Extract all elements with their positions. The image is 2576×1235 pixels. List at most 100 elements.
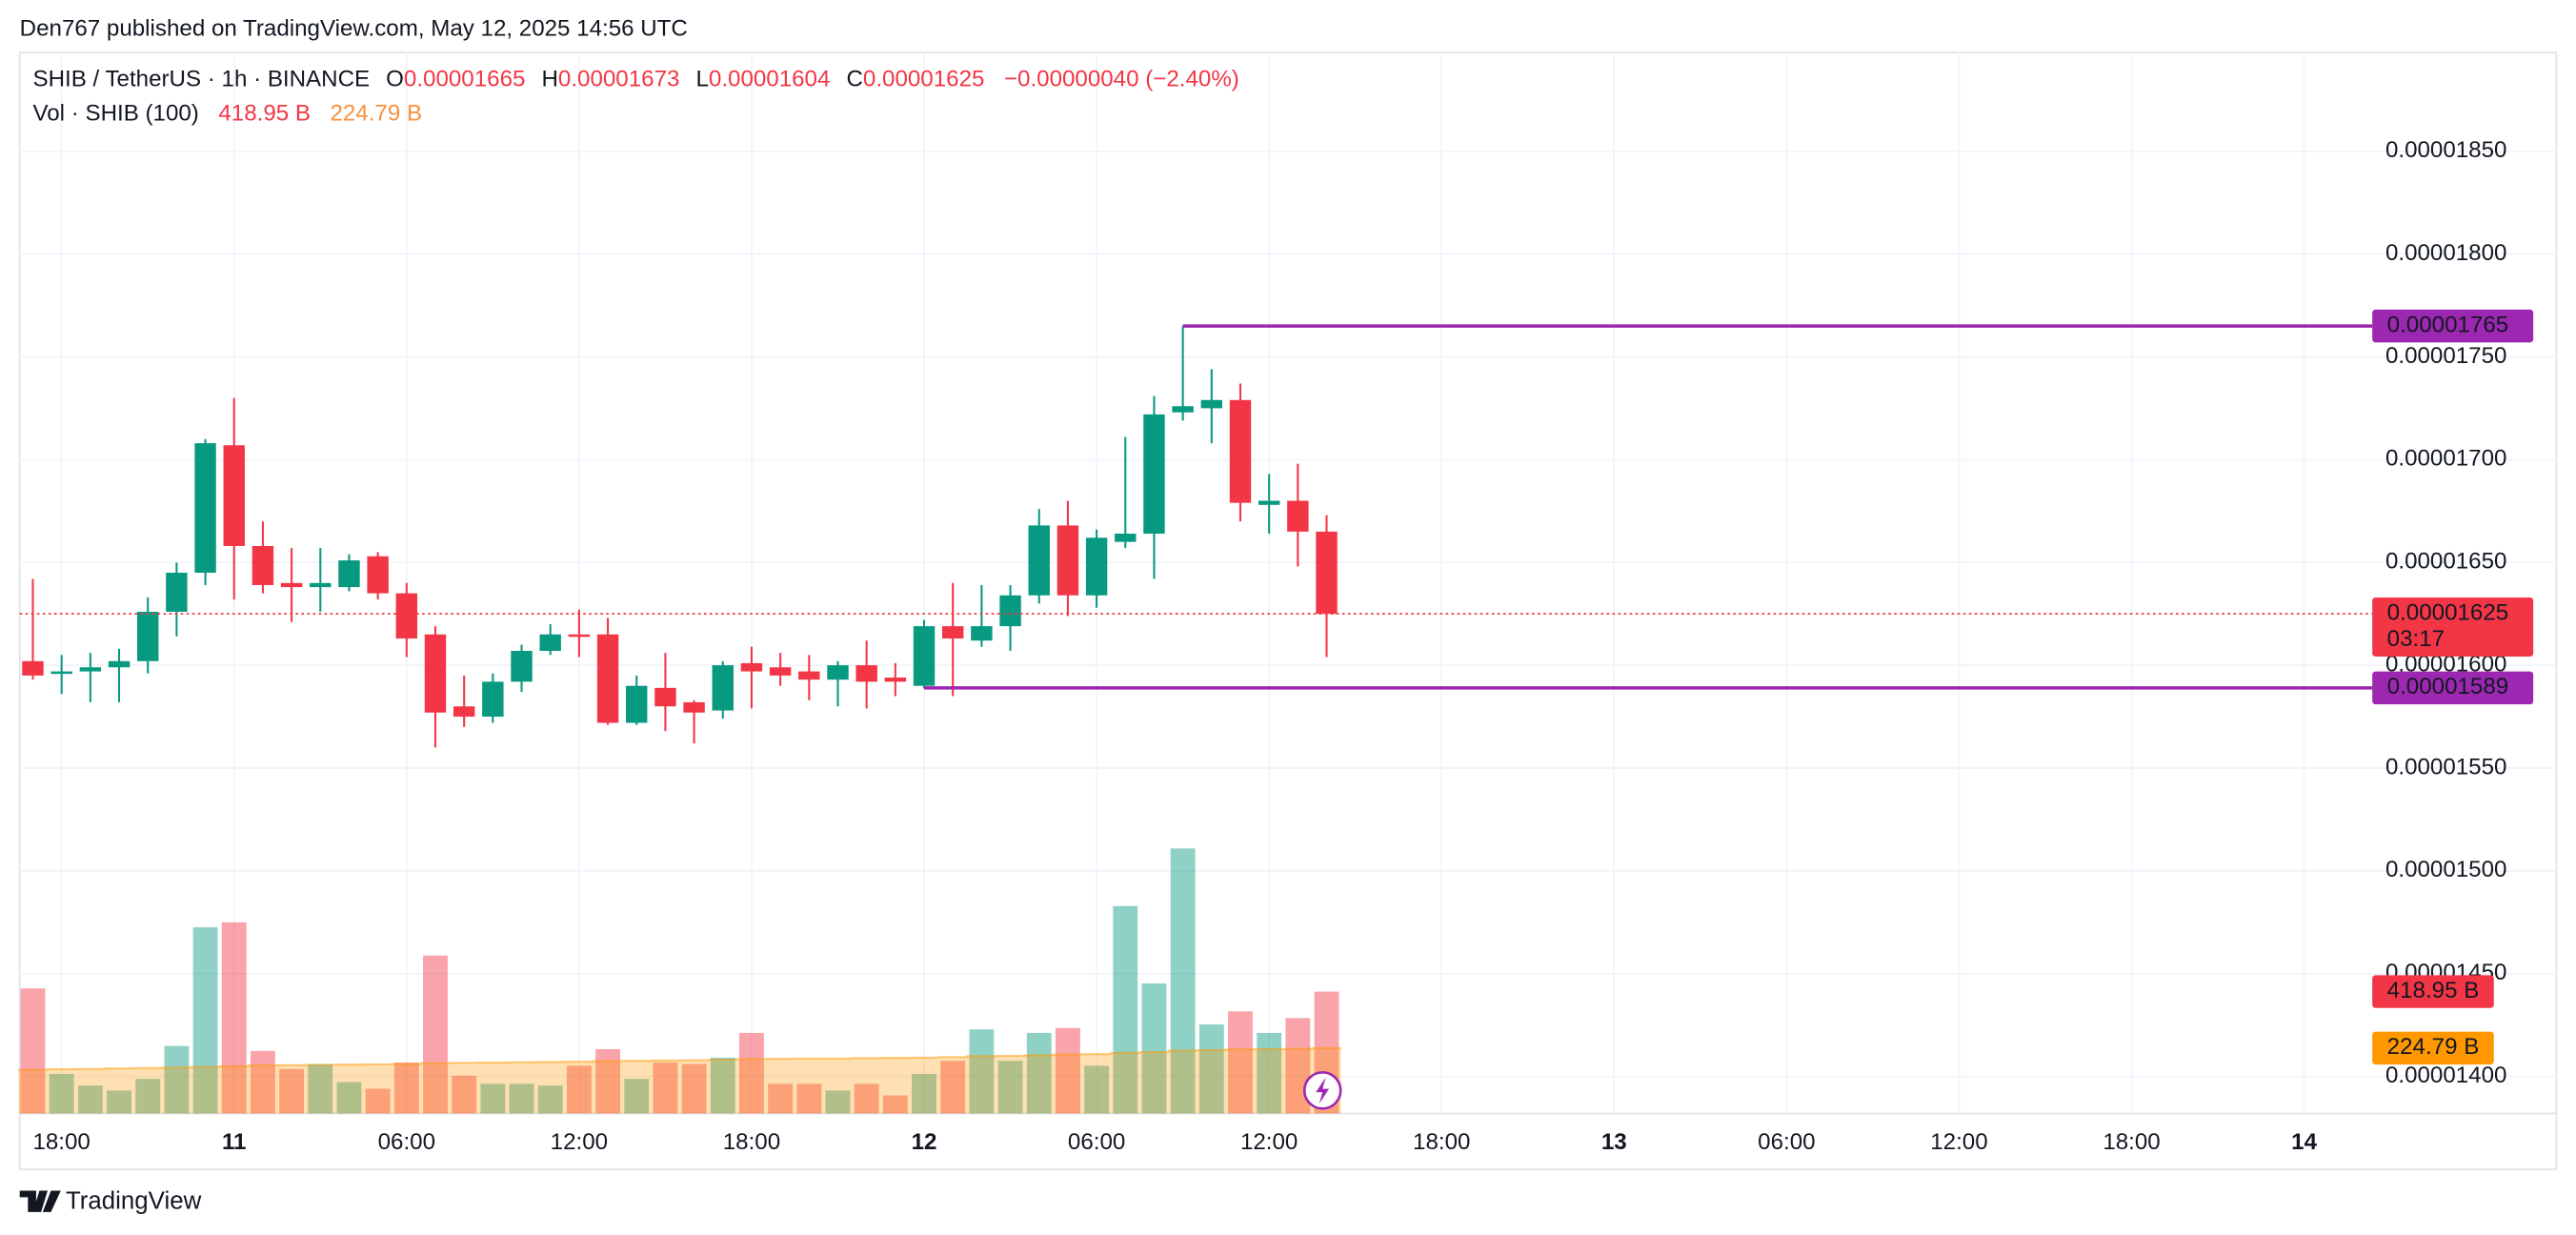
close-label: C (846, 67, 862, 92)
volume-bar (221, 921, 247, 1114)
volume-bar (854, 1083, 879, 1114)
brand-logo (19, 1190, 61, 1212)
candle-body (1172, 406, 1194, 413)
candle-body (999, 595, 1021, 627)
volume-bar (336, 1082, 362, 1114)
candle-body (194, 443, 216, 574)
x-tick-label: 12:00 (1240, 1129, 1298, 1155)
published-note: Den767 published on TradingView.com, May… (20, 15, 688, 41)
volume-bar (20, 988, 46, 1114)
candle-body (79, 667, 102, 672)
volume-bar (423, 955, 448, 1114)
volume-bar (1026, 1032, 1052, 1114)
volume-bar (969, 1029, 995, 1114)
volume-bar (1228, 1011, 1253, 1114)
volume-title: Vol · SHIB (100) (32, 101, 198, 127)
candle-body (1028, 525, 1050, 596)
brand: TradingView (66, 1187, 202, 1214)
volume-bar (1198, 1024, 1224, 1114)
candle-body (827, 665, 849, 680)
candle-body (223, 445, 245, 546)
candle-body (395, 593, 418, 639)
price-layer (19, 324, 2373, 748)
candle-body (424, 634, 447, 713)
y-tick-label: 0.00001750 (2385, 343, 2507, 369)
open-label: O (386, 67, 404, 92)
candle-body (1287, 500, 1309, 532)
volume-bar (710, 1057, 735, 1114)
candle-body (683, 701, 705, 713)
volume-bar (1257, 1032, 1282, 1114)
legend-volume: Vol · SHIB (100) 418.95 B 224.79 B (32, 101, 422, 127)
volume-bar (595, 1048, 620, 1114)
candle-body (539, 634, 561, 652)
candle-body (596, 634, 619, 723)
volume-bar (393, 1063, 419, 1114)
candle-body (280, 582, 303, 588)
volume-bar (997, 1061, 1023, 1114)
x-tick-label: 18:00 (2103, 1129, 2160, 1155)
x-tick-label: 12:00 (1930, 1129, 1987, 1155)
volume-ma-area (18, 1047, 1341, 1114)
x-tick-label: 06:00 (378, 1129, 435, 1155)
volume-bar (1170, 848, 1196, 1114)
candle-body (22, 660, 44, 676)
open-value: 0.00001665 (404, 67, 526, 92)
candle-body (913, 626, 936, 686)
legend-ohlc: SHIB / TetherUS · 1h · BINANCE O0.000016… (32, 67, 1238, 92)
volume-axis-label: 418.95 B (2387, 978, 2480, 1003)
candle-body (252, 545, 274, 585)
candle-body (50, 671, 72, 675)
volume-bar (1055, 1027, 1080, 1114)
candle-body (1057, 525, 1079, 596)
x-tick-label: 12:00 (551, 1129, 608, 1155)
candle-body (108, 660, 131, 668)
x-tick-label: 18:00 (32, 1129, 90, 1155)
line-label: 0.00001589 (2387, 674, 2509, 699)
volume-ma-axis-label: 224.79 B (2387, 1034, 2480, 1060)
candle-body (1258, 500, 1280, 505)
high-label: H (541, 67, 557, 92)
y-tick-label: 0.00001550 (2385, 754, 2507, 779)
candle-body (367, 556, 389, 594)
volume-bar (365, 1088, 391, 1114)
volume-bar (681, 1063, 707, 1114)
volume-layer (18, 848, 1341, 1114)
volume-bar (796, 1083, 822, 1114)
volume-value: 418.95 B (218, 101, 311, 127)
volume-bar (77, 1085, 103, 1114)
line-box (2372, 309, 2534, 343)
candle-body (971, 626, 993, 641)
candle-body (482, 681, 504, 718)
candle-body (1115, 534, 1137, 542)
candle-body (740, 662, 763, 672)
line-box (2372, 671, 2534, 705)
candle-body (1316, 531, 1338, 615)
change: −0.00000040 (−2.40%) (1004, 67, 1239, 92)
volume-bar (566, 1065, 592, 1114)
low-value: 0.00001604 (709, 67, 831, 92)
candle-body (568, 634, 591, 638)
volume-ma-value: 224.79 B (330, 101, 422, 127)
x-tick-label: 11 (222, 1129, 247, 1155)
x-tick-label: 14 (2291, 1129, 2317, 1155)
volume-ma-line (18, 1046, 1341, 1071)
y-tick-label: 0.00001700 (2385, 446, 2507, 472)
volume-bar (308, 1063, 333, 1114)
axes: 0.000014000.000014500.000015000.00001550… (32, 137, 2534, 1155)
candle-body (798, 671, 820, 680)
x-tick-label: 18:00 (723, 1129, 780, 1155)
volume-bar (1141, 983, 1167, 1114)
y-tick-label: 0.00001650 (2385, 549, 2507, 575)
line-label: 0.00001765 (2387, 312, 2509, 337)
candle-body (136, 612, 159, 661)
candle-body (1143, 414, 1165, 535)
volume-bar (912, 1073, 936, 1114)
candle-body (769, 667, 792, 676)
countdown: 03:17 (2387, 626, 2445, 652)
candle-body (884, 678, 907, 682)
candle-body (338, 560, 360, 588)
